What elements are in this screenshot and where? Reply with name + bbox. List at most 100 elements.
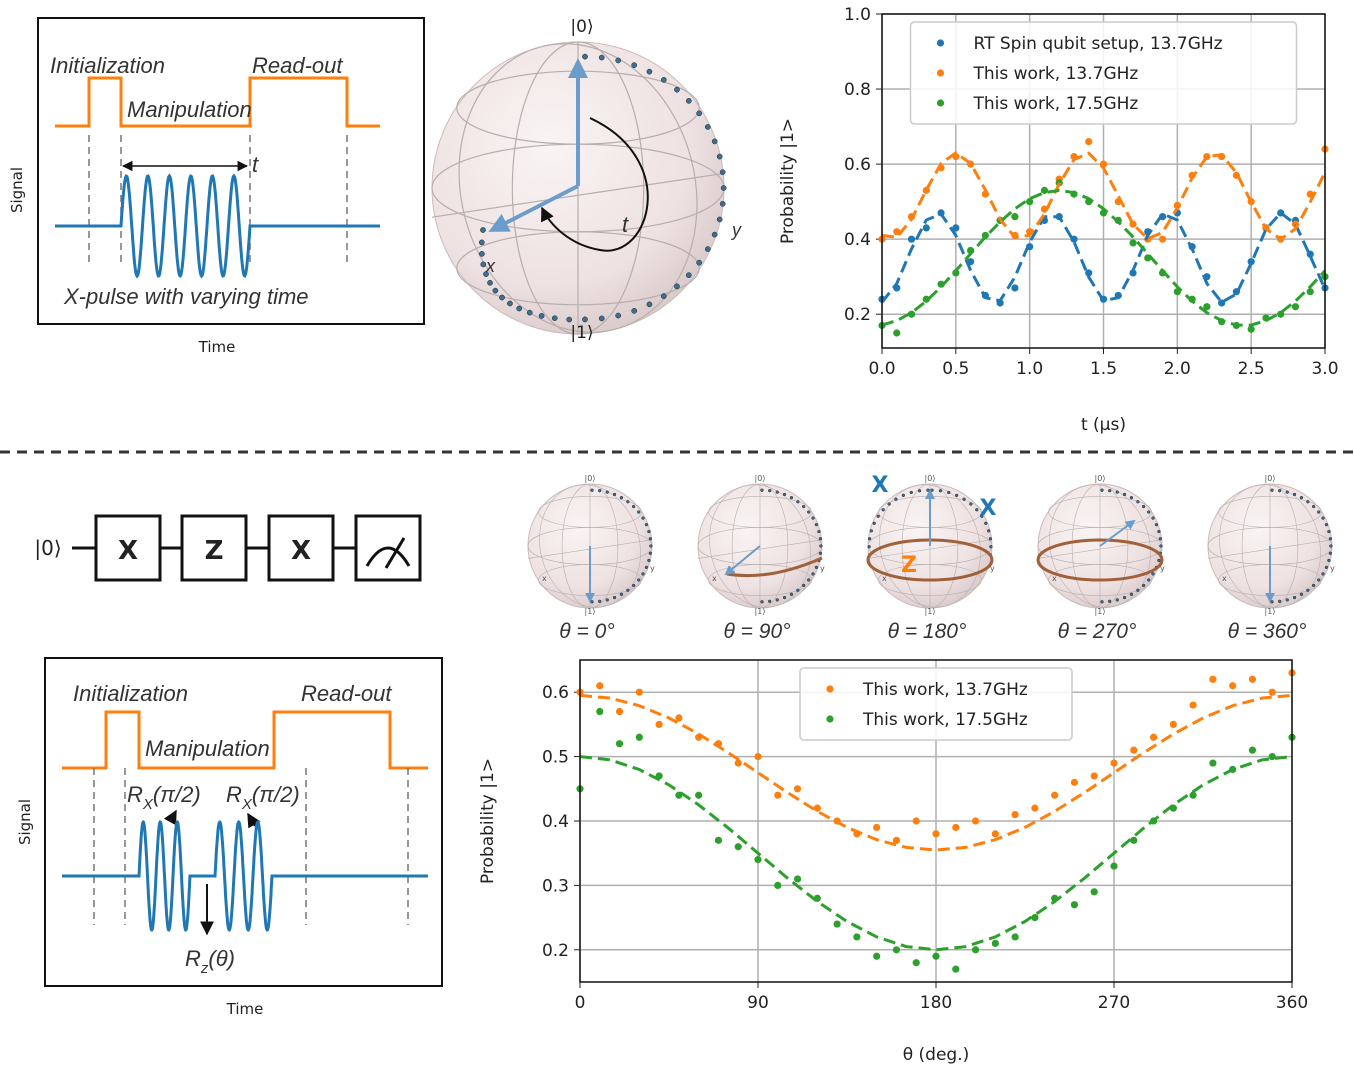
data-point	[1070, 235, 1078, 243]
trajectory-dot	[582, 316, 588, 323]
chart: 0.2 0.3 0.4 0.5 0.6 0 90 180 270 360 This work, 13…	[478, 659, 1308, 1065]
trajectory-dot	[938, 489, 943, 493]
label: y	[1160, 564, 1165, 573]
data-point	[853, 933, 861, 941]
trajectory-dot	[1311, 583, 1316, 588]
data-point	[991, 830, 999, 838]
trajectory-dot	[1278, 489, 1282, 493]
y-tick-label: 0.4	[542, 812, 569, 832]
label: Read-out	[252, 53, 343, 78]
trajectory-dot	[615, 312, 622, 319]
trajectory-dot	[1129, 592, 1134, 596]
trajectory-dot	[1299, 592, 1304, 596]
trajectory-dot	[648, 537, 653, 541]
data-point	[971, 817, 980, 825]
y-tick-label: 0.4	[844, 230, 871, 250]
rotation-path	[1036, 538, 1164, 582]
axis	[697, 539, 823, 559]
state-vector	[1099, 519, 1136, 547]
trajectory-dot	[685, 272, 692, 278]
trajectory-dot	[566, 316, 573, 323]
label: |0⟩	[570, 17, 593, 37]
x-tick-label: 0.0	[868, 359, 895, 379]
data-point	[1189, 701, 1197, 709]
symbol: R	[185, 946, 201, 971]
y-axis-label: Probability |1>	[778, 118, 798, 244]
data-point	[1129, 239, 1137, 247]
data-point	[1247, 258, 1255, 266]
label: x	[1222, 574, 1227, 583]
subscript: X	[241, 796, 253, 813]
data-point	[1031, 804, 1039, 812]
data-point	[1070, 778, 1079, 786]
trajectory-dot	[1157, 558, 1161, 563]
label: Manipulation	[127, 97, 252, 122]
trajectory-dot	[637, 578, 641, 582]
trajectory-dot	[801, 504, 806, 509]
trajectory-dot	[796, 588, 800, 592]
label: y	[820, 564, 825, 573]
panel-label: θ = 0°	[559, 620, 614, 643]
data-point	[793, 785, 802, 793]
trajectory-dot	[869, 529, 873, 533]
label: y	[1330, 564, 1335, 573]
trajectory-dot	[887, 502, 891, 506]
x-label: Time	[198, 338, 236, 356]
data-point	[932, 952, 940, 960]
data-point	[1040, 186, 1049, 194]
data-point	[655, 720, 663, 729]
panel-label: θ = 90°	[723, 620, 790, 643]
trajectory-dot	[1285, 598, 1289, 602]
fit-line	[579, 693, 1293, 852]
axis	[867, 539, 993, 559]
rotation-path	[726, 556, 823, 578]
trajectory-dot	[719, 200, 726, 207]
trajectory-dot	[648, 551, 653, 555]
trajectory-dot	[696, 259, 702, 266]
trajectory-dot	[876, 514, 880, 518]
symbol: R	[127, 782, 143, 807]
trajectory-dot	[947, 490, 951, 495]
data-point	[1218, 299, 1226, 307]
data-point	[1248, 675, 1257, 683]
data-point	[991, 939, 999, 947]
trajectory-dot	[807, 578, 811, 582]
bloch-sequence: |0⟩ |1⟩ x y θ = 0° |0⟩ |1⟩ x y θ = 90° |0⟩ |1⟩ x y θ =…	[527, 473, 1335, 643]
label: |1⟩	[585, 607, 596, 616]
trajectory-dot	[760, 488, 764, 492]
label: x	[1052, 574, 1057, 583]
trajectory-dot	[526, 309, 533, 316]
legend-label: This work, 13.7GHz	[862, 680, 1028, 700]
trajectory-dot	[962, 497, 966, 501]
bloch-sphere: |0⟩ |1⟩ x y t	[431, 17, 742, 343]
trajectory-dot	[989, 545, 993, 549]
trajectory-dot	[1311, 504, 1316, 509]
trajectory-dot	[818, 551, 823, 555]
trajectory-dot	[1327, 558, 1331, 563]
x-tick-label: 270	[1098, 993, 1130, 1013]
measurement	[354, 514, 422, 582]
trajectory-dot	[626, 588, 630, 592]
trajectory-dot	[704, 246, 711, 252]
trajectory-dot	[1306, 500, 1310, 504]
data-point	[893, 329, 901, 337]
legend-marker	[936, 39, 945, 47]
label: y	[650, 564, 655, 573]
trajectory-dot	[605, 598, 609, 602]
legend-label: RT Spin qubit setup, 13.7GHz	[974, 34, 1223, 54]
trajectory-dot	[720, 185, 727, 191]
trajectory-dot	[1115, 490, 1119, 494]
y-tick-label: 0.6	[542, 683, 569, 703]
label: |1⟩	[755, 607, 766, 616]
axis	[1037, 539, 1163, 559]
annotation: X	[872, 473, 889, 498]
gate	[267, 514, 335, 582]
data-point	[1110, 759, 1118, 767]
trajectory-dot	[551, 315, 558, 322]
trajectory-dot	[807, 510, 811, 514]
trajectory-dot	[768, 489, 772, 493]
trajectory-dot	[619, 592, 624, 596]
legend	[799, 667, 1073, 741]
label: x	[542, 574, 547, 583]
label: |1⟩	[1095, 607, 1106, 616]
